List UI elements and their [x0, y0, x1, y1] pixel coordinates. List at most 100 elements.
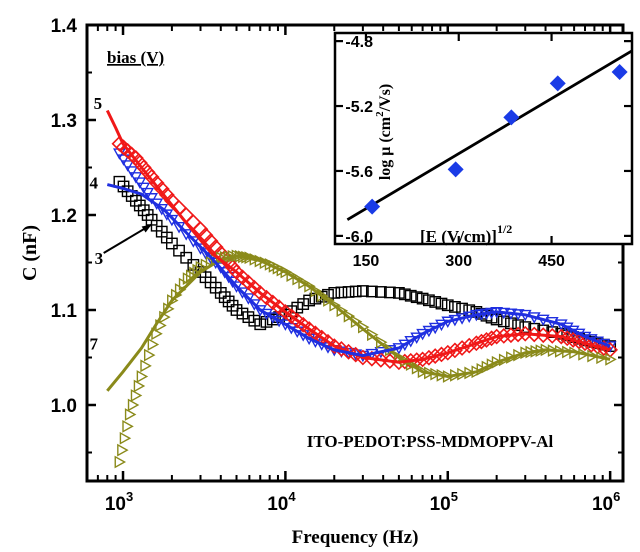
marker-series-3 — [404, 289, 417, 302]
inset-x-label-main: [E (V/cm)] — [420, 227, 497, 246]
marker-series-7 — [143, 348, 156, 362]
inset-y-axis-label: log μ (cm2/Vs) — [374, 84, 394, 180]
inset-y-tick-label: -6.0 — [345, 229, 373, 246]
marker-series-3 — [383, 286, 396, 299]
x-tick-label: 106 — [592, 489, 620, 515]
marker-series-4 — [241, 293, 255, 305]
marker-series-3 — [328, 287, 341, 299]
inset-plot-layer: -6.0 -5.6 -5.2 -4.8 150 300 450 — [335, 33, 633, 270]
y-tick-label: 1.3 — [51, 111, 77, 132]
curve-3-arrowhead — [141, 224, 152, 233]
marker-series-3 — [303, 294, 316, 307]
marker-series-5 — [495, 327, 512, 344]
marker-series-3 — [230, 304, 243, 316]
x-tick-base: 10 — [267, 494, 288, 515]
marker-series-3 — [236, 307, 249, 320]
inset-fit-line — [346, 49, 633, 221]
main-plot-frame — [85, 23, 625, 483]
y-tick-label: 1.4 — [51, 16, 78, 37]
marker-series-7 — [136, 370, 149, 383]
marker-series-4 — [121, 160, 135, 172]
inset-data-point — [549, 75, 566, 92]
marker-series-3 — [449, 301, 461, 313]
inset-y-tick-label: -5.2 — [345, 99, 373, 116]
marker-series-7 — [140, 359, 152, 373]
marker-series-3 — [349, 285, 362, 298]
inset-x-tick-label: 300 — [445, 253, 472, 270]
x-axis-label: Frequency (Hz) — [292, 527, 419, 548]
marker-series-3 — [222, 295, 235, 308]
marker-series-5 — [488, 328, 505, 345]
x-tick-base: 10 — [430, 494, 451, 515]
marker-series-3 — [297, 298, 310, 310]
marker-series-7 — [292, 272, 304, 286]
marker-series-3 — [214, 287, 227, 299]
inset-y-label-sup: 2 — [374, 111, 386, 117]
inset-y-tick-label: -4.8 — [345, 34, 373, 51]
fit-line-5 — [105, 109, 611, 364]
marker-series-5 — [503, 327, 519, 344]
marker-series-7 — [417, 365, 430, 379]
marker-series-3 — [254, 318, 267, 331]
marker-series-7 — [133, 379, 146, 393]
marker-series-5 — [363, 350, 380, 367]
marker-series-7 — [316, 289, 329, 303]
legend-title: bias (V) — [107, 48, 164, 67]
curve-label-4: 4 — [89, 174, 98, 193]
marker-series-3 — [410, 291, 423, 304]
x-tick-exponent: 5 — [451, 489, 458, 504]
inset-y-label-main: log μ (cm — [377, 116, 394, 180]
marker-series-3 — [398, 288, 411, 301]
marker-series-7 — [304, 279, 316, 293]
marker-series-7 — [114, 455, 127, 469]
marker-series-5 — [372, 351, 389, 368]
marker-series-3 — [260, 315, 273, 328]
x-tick-label: 103 — [105, 489, 133, 515]
marker-series-7 — [491, 355, 504, 369]
y-tick-label: 1.0 — [51, 396, 77, 417]
marker-series-5 — [510, 326, 526, 343]
marker-series-3 — [365, 285, 378, 298]
marker-series-3 — [242, 311, 255, 324]
marker-series-3 — [226, 299, 239, 312]
inset-data-point — [503, 109, 520, 126]
marker-series-3 — [497, 315, 510, 328]
marker-series-3 — [218, 291, 231, 304]
inset-x-axis-label: [E (V/cm)]1/2 — [420, 222, 512, 246]
marker-series-3 — [490, 313, 503, 326]
x-tick-label: 105 — [430, 489, 458, 515]
x-tick-base: 10 — [592, 494, 613, 515]
inset-y-tick-label: -5.6 — [345, 164, 373, 181]
inset-x-label-sup: 1/2 — [497, 222, 512, 236]
fit-line-7 — [106, 254, 611, 392]
marker-series-4 — [230, 281, 243, 293]
marker-series-7 — [185, 269, 198, 283]
marker-series-3 — [392, 287, 405, 299]
x-tick-label: 104 — [267, 489, 296, 515]
marker-series-3 — [166, 237, 178, 250]
x-tick-base: 10 — [105, 494, 126, 515]
curve-label-7: 7 — [89, 334, 98, 353]
marker-series-7 — [182, 272, 195, 286]
marker-series-7 — [117, 443, 129, 457]
marker-series-3 — [180, 251, 193, 264]
marker-series-3 — [335, 286, 348, 299]
marker-series-7 — [127, 398, 140, 412]
marker-series-7 — [147, 338, 160, 351]
marker-series-3 — [173, 244, 185, 257]
marker-series-7 — [310, 284, 323, 298]
marker-series-7 — [578, 348, 590, 361]
y-tick-label: 1.2 — [51, 206, 77, 227]
inset-data-point — [364, 198, 381, 215]
marker-series-7 — [411, 361, 424, 375]
inset-data-point — [447, 161, 464, 178]
marker-series-7 — [124, 408, 137, 421]
marker-series-3 — [423, 294, 435, 307]
marker-series-7 — [130, 389, 143, 402]
x-tick-exponent: 4 — [288, 489, 296, 504]
marker-series-7 — [122, 419, 134, 433]
y-axis-label: C (nF) — [19, 225, 41, 281]
